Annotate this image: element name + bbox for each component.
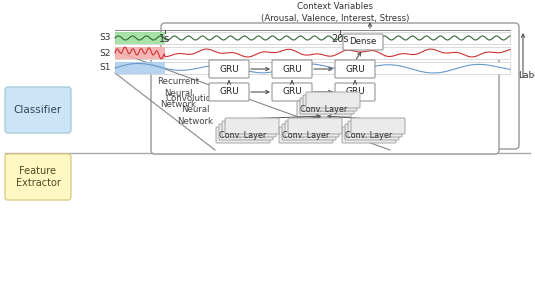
FancyBboxPatch shape (288, 118, 342, 134)
FancyBboxPatch shape (345, 124, 399, 140)
Bar (115, 62, 510, 74)
Text: GRU: GRU (282, 64, 302, 74)
Text: Feature
Extractor: Feature Extractor (16, 166, 60, 188)
FancyBboxPatch shape (306, 92, 360, 108)
Bar (115, 47, 510, 59)
Text: GRU: GRU (219, 64, 239, 74)
FancyBboxPatch shape (348, 121, 402, 137)
FancyBboxPatch shape (343, 34, 383, 50)
FancyBboxPatch shape (300, 98, 354, 114)
Text: 20s: 20s (331, 34, 349, 44)
FancyBboxPatch shape (225, 118, 279, 134)
FancyBboxPatch shape (282, 124, 336, 140)
FancyBboxPatch shape (209, 83, 249, 101)
FancyBboxPatch shape (335, 83, 375, 101)
Bar (115, 62, 165, 74)
Text: Convolutional
Neural
Network: Convolutional Neural Network (165, 95, 225, 126)
FancyBboxPatch shape (342, 127, 396, 143)
FancyBboxPatch shape (335, 60, 375, 78)
Text: Conv. Layer: Conv. Layer (282, 131, 330, 139)
FancyBboxPatch shape (285, 121, 339, 137)
Text: Context Variables
(Arousal, Valence, Interest, Stress): Context Variables (Arousal, Valence, Int… (261, 2, 409, 23)
FancyBboxPatch shape (5, 154, 71, 200)
Text: Classifier: Classifier (14, 105, 62, 115)
FancyBboxPatch shape (161, 23, 519, 149)
Text: Dense: Dense (349, 38, 377, 46)
Bar (115, 32, 510, 44)
FancyBboxPatch shape (297, 101, 351, 117)
FancyBboxPatch shape (272, 60, 312, 78)
Text: Recurrent
Neural
Network: Recurrent Neural Network (157, 77, 199, 109)
FancyBboxPatch shape (272, 83, 312, 101)
Text: Conv. Layer: Conv. Layer (346, 131, 393, 139)
Text: GRU: GRU (219, 88, 239, 96)
Text: Conv. Layer: Conv. Layer (300, 105, 348, 113)
Bar (115, 32, 165, 44)
Text: Conv. Layer: Conv. Layer (219, 131, 266, 139)
Text: S2: S2 (100, 48, 111, 58)
Bar (115, 47, 165, 59)
FancyBboxPatch shape (5, 87, 71, 133)
FancyBboxPatch shape (216, 127, 270, 143)
Text: GRU: GRU (282, 88, 302, 96)
FancyBboxPatch shape (151, 58, 499, 154)
FancyBboxPatch shape (279, 127, 333, 143)
FancyBboxPatch shape (351, 118, 405, 134)
Text: GRU: GRU (345, 88, 365, 96)
Text: S3: S3 (100, 34, 111, 42)
FancyBboxPatch shape (303, 95, 357, 111)
Text: Label: Label (518, 71, 535, 81)
Text: 1s: 1s (159, 34, 171, 44)
FancyBboxPatch shape (209, 60, 249, 78)
FancyBboxPatch shape (219, 124, 273, 140)
FancyBboxPatch shape (222, 121, 276, 137)
Text: GRU: GRU (345, 64, 365, 74)
Text: S1: S1 (100, 63, 111, 73)
